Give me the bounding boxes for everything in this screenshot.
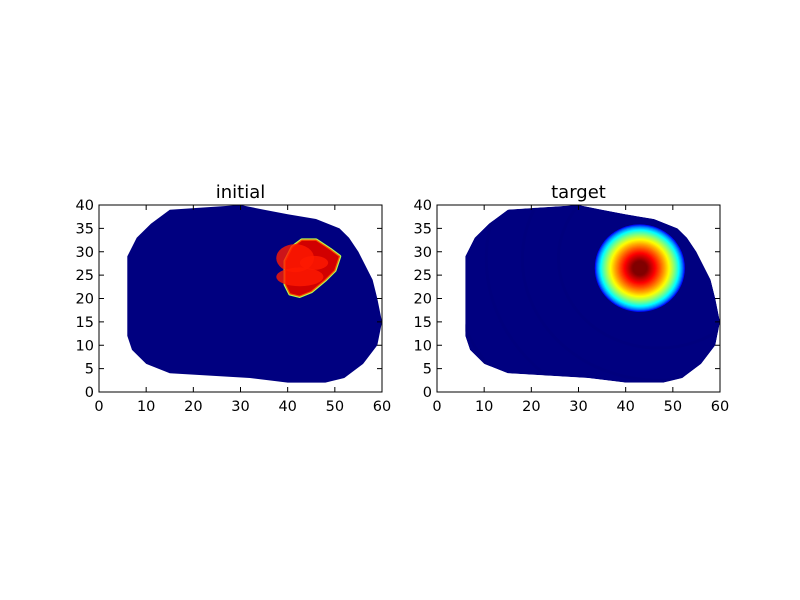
panel-initial: initial 0 10 20 30 40 50 60 0 5 10 15 20 25 30 35 40 xyxy=(76,182,392,415)
x-tick-label: 0 xyxy=(94,399,103,415)
ripple-band xyxy=(484,205,577,392)
y-tick-label: 40 xyxy=(414,198,432,214)
ripple-band xyxy=(556,205,720,350)
ripple-band xyxy=(520,205,720,382)
y-tick-label: 20 xyxy=(76,292,94,308)
y-tick-label: 40 xyxy=(76,198,94,214)
x-tick-label: 50 xyxy=(326,399,344,415)
y-tick-label: 35 xyxy=(76,221,94,237)
y-tick-label: 5 xyxy=(85,362,94,378)
x-tick-label: 30 xyxy=(231,399,249,415)
y-tick-label: 25 xyxy=(76,268,94,284)
y-axis-target: 0 5 10 15 20 25 30 35 40 xyxy=(414,198,720,401)
panel-title-target: target xyxy=(551,182,606,203)
y-tick-label: 30 xyxy=(76,245,94,261)
x-tick-label: 10 xyxy=(137,399,155,415)
panel-title-initial: initial xyxy=(216,182,266,203)
plot-area-initial xyxy=(98,204,383,393)
hotspot-texture xyxy=(299,255,329,270)
x-axis-initial: 0 10 20 30 40 50 60 xyxy=(94,205,391,415)
domain-mask xyxy=(437,205,720,392)
x-tick-label: 10 xyxy=(475,399,493,415)
y-tick-label: 0 xyxy=(423,385,432,401)
plot-area-target xyxy=(436,204,721,393)
x-tick-label: 40 xyxy=(616,399,634,415)
x-tick-label: 40 xyxy=(278,399,296,415)
panel-target: target 0 10 20 30 40 50 60 0 5 10 15 20 25 30 35 40 xyxy=(414,182,730,415)
y-tick-label: 0 xyxy=(85,385,94,401)
x-axis-target: 0 10 20 30 40 50 60 xyxy=(432,205,729,415)
hotspot-texture xyxy=(276,267,324,287)
x-tick-label: 0 xyxy=(432,399,441,415)
y-tick-label: 25 xyxy=(414,268,432,284)
x-tick-label: 60 xyxy=(711,399,729,415)
y-tick-label: 15 xyxy=(76,315,94,331)
x-tick-label: 20 xyxy=(522,399,540,415)
x-tick-label: 30 xyxy=(569,399,587,415)
y-tick-label: 35 xyxy=(414,221,432,237)
x-tick-label: 50 xyxy=(664,399,682,415)
y-tick-label: 15 xyxy=(414,315,432,331)
hotspot-contour xyxy=(635,264,644,273)
y-tick-label: 20 xyxy=(414,292,432,308)
x-tick-label: 20 xyxy=(184,399,202,415)
y-tick-label: 5 xyxy=(423,362,432,378)
x-tick-label: 60 xyxy=(373,399,391,415)
y-tick-label: 10 xyxy=(76,338,94,354)
y-tick-label: 10 xyxy=(414,338,432,354)
field-domain xyxy=(127,205,382,383)
y-axis-initial: 0 5 10 15 20 25 30 35 40 xyxy=(76,198,382,401)
y-tick-label: 30 xyxy=(414,245,432,261)
